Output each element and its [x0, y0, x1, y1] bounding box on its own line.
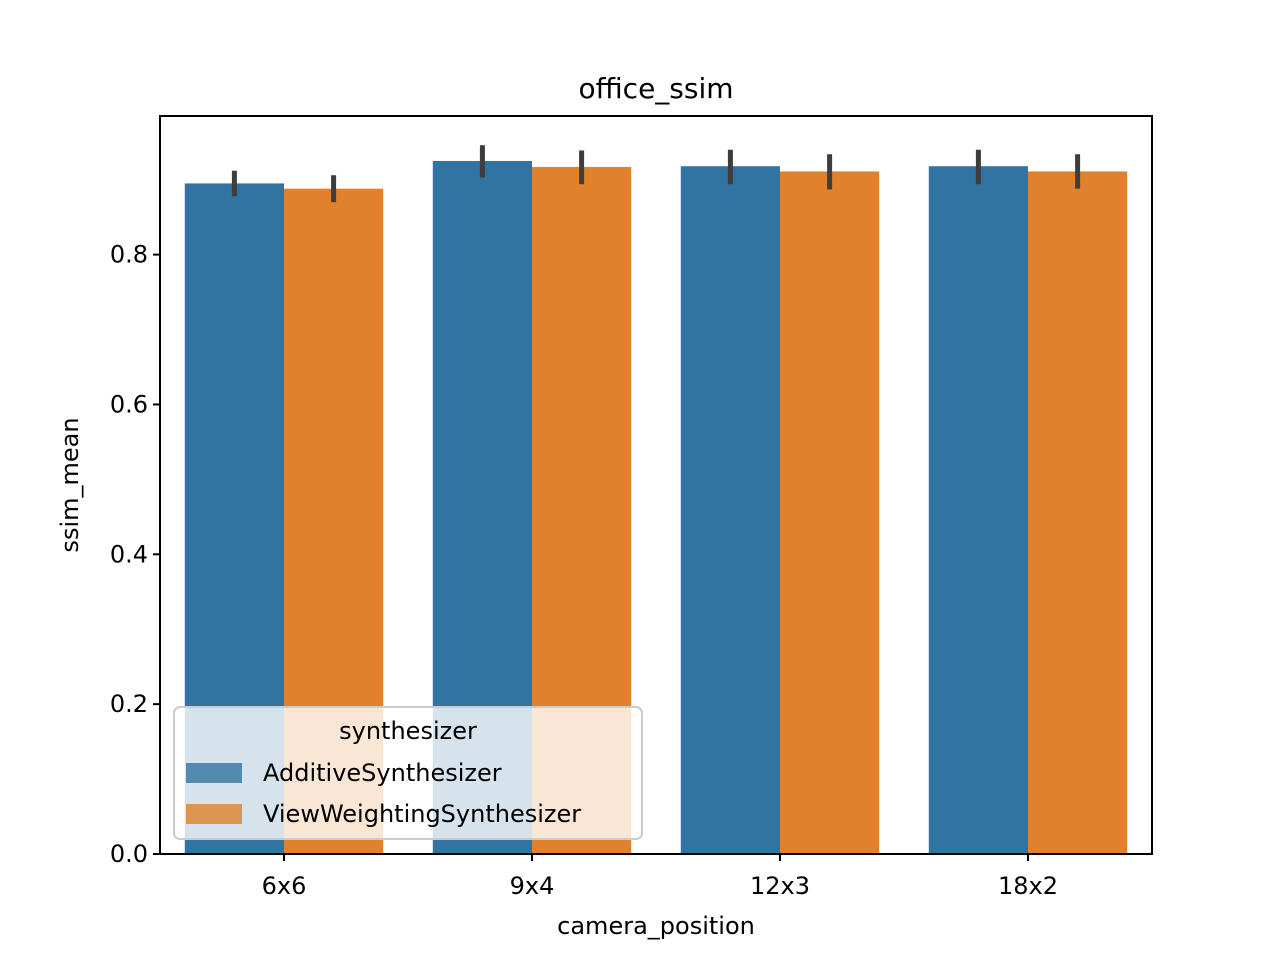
x-tick-label: 12x3	[750, 872, 810, 900]
legend-swatch-additive	[186, 763, 242, 783]
legend-frame	[173, 706, 643, 840]
bar-s0-12x3	[680, 166, 780, 855]
legend-title: synthesizer	[339, 717, 477, 745]
x-axis: 6x6 9x4 12x3 18x2	[262, 854, 1058, 900]
bar-s1-18x2	[1028, 171, 1128, 854]
bar-s1-12x3	[780, 171, 880, 854]
bar-s0-18x2	[928, 166, 1028, 855]
legend-label-additive: AdditiveSynthesizer	[263, 759, 502, 787]
x-tick-label: 18x2	[998, 872, 1058, 900]
legend: synthesizer AdditiveSynthesizer ViewWeig…	[173, 706, 643, 840]
y-tick-label: 0.4	[110, 540, 148, 568]
x-axis-label: camera_position	[557, 912, 755, 940]
legend-swatch-viewweighting	[186, 804, 242, 824]
errorbars-layer	[231, 145, 1081, 203]
y-tick-label: 0.0	[110, 840, 148, 868]
y-axis: 0.0 0.2 0.4 0.6 0.8	[110, 241, 160, 868]
y-tick-label: 0.2	[110, 690, 148, 718]
y-axis-label: ssim_mean	[56, 417, 84, 552]
x-tick-label: 9x4	[510, 872, 555, 900]
x-tick-label: 6x6	[262, 872, 307, 900]
y-tick-label: 0.8	[110, 241, 148, 269]
y-tick-label: 0.6	[110, 390, 148, 418]
legend-label-viewweighting: ViewWeightingSynthesizer	[263, 800, 581, 828]
chart-title: office_ssim	[578, 72, 733, 105]
plot-frame	[159, 115, 1153, 855]
